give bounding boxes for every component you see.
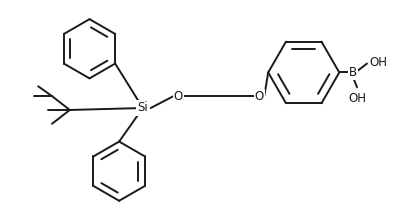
Text: Si: Si	[137, 102, 148, 114]
Text: O: O	[173, 90, 183, 103]
Text: OH: OH	[368, 56, 386, 69]
Text: O: O	[254, 90, 263, 103]
Text: OH: OH	[347, 92, 365, 105]
Text: B: B	[348, 66, 356, 79]
